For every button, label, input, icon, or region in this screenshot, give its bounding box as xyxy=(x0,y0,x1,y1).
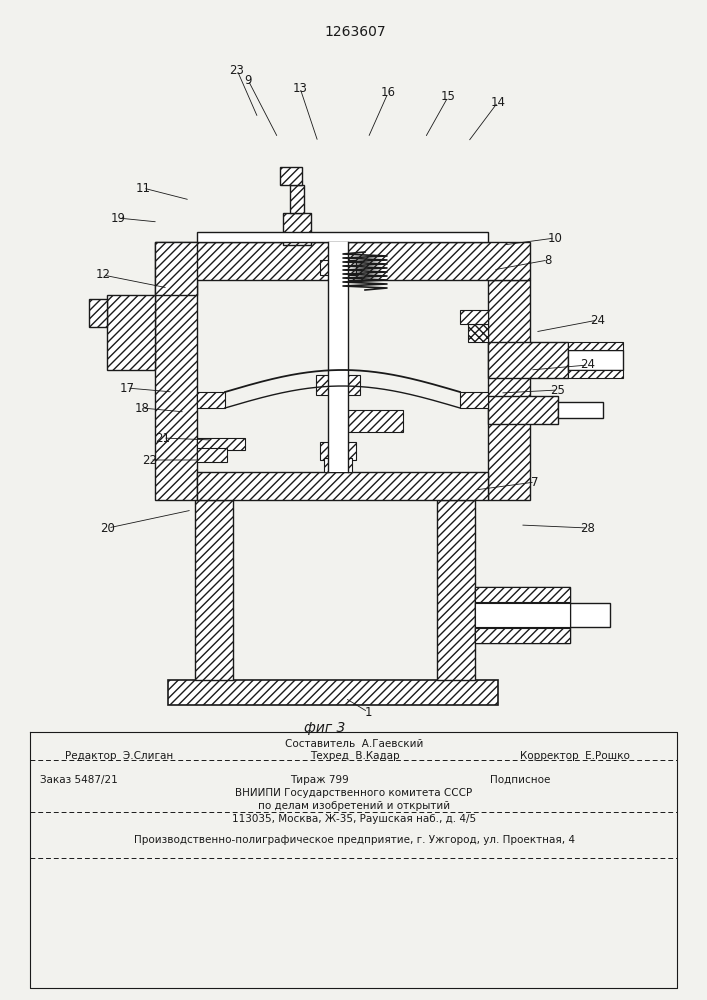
Text: фиг 3: фиг 3 xyxy=(304,721,346,735)
Bar xyxy=(280,167,302,185)
Bar xyxy=(197,472,488,500)
Bar xyxy=(155,242,197,295)
Text: Техред  В.Кадар: Техред В.Кадар xyxy=(310,751,399,761)
Bar xyxy=(468,324,488,342)
Bar xyxy=(460,392,488,408)
Text: 21: 21 xyxy=(156,432,170,444)
Bar xyxy=(348,410,403,432)
Text: 12: 12 xyxy=(95,268,110,282)
Text: 25: 25 xyxy=(551,383,566,396)
Text: 10: 10 xyxy=(547,232,563,244)
Text: 15: 15 xyxy=(440,91,455,104)
Text: Производственно-полиграфическое предприятие, г. Ужгород, ул. Проектная, 4: Производственно-полиграфическое предприя… xyxy=(134,835,575,845)
Text: 20: 20 xyxy=(100,522,115,534)
Text: 24: 24 xyxy=(580,359,595,371)
Bar xyxy=(197,232,488,242)
Bar xyxy=(488,342,568,378)
Bar xyxy=(197,392,225,408)
Bar xyxy=(568,350,623,370)
Bar xyxy=(283,213,311,245)
Bar xyxy=(155,280,197,500)
Bar xyxy=(290,185,304,213)
Bar xyxy=(570,603,610,627)
Text: Корректор  Е.Рошко: Корректор Е.Рошко xyxy=(520,751,630,761)
Bar xyxy=(488,280,530,500)
Text: Составитель  А.Гаевский: Составитель А.Гаевский xyxy=(285,739,423,749)
Bar xyxy=(568,370,623,378)
Text: 17: 17 xyxy=(119,381,134,394)
Text: 22: 22 xyxy=(143,454,158,466)
Text: Редактор  Э.Слиган: Редактор Э.Слиган xyxy=(65,751,173,761)
Bar xyxy=(89,299,107,327)
Bar xyxy=(568,342,623,350)
Bar xyxy=(488,396,558,424)
Bar xyxy=(328,242,348,472)
Bar xyxy=(320,260,356,275)
Bar xyxy=(155,242,530,280)
Bar xyxy=(475,628,570,643)
Bar xyxy=(324,458,352,472)
Bar xyxy=(197,448,227,462)
Text: 24: 24 xyxy=(590,314,605,326)
Text: 9: 9 xyxy=(244,74,252,87)
Bar xyxy=(320,442,356,460)
Bar xyxy=(195,500,233,680)
Bar xyxy=(475,587,570,602)
Text: по делам изобретений и открытий: по делам изобретений и открытий xyxy=(258,801,450,811)
Bar xyxy=(475,587,570,643)
Bar xyxy=(558,402,603,418)
Text: 11: 11 xyxy=(136,182,151,194)
Text: 19: 19 xyxy=(110,212,126,225)
Text: Тираж 799: Тираж 799 xyxy=(290,775,349,785)
Text: 7: 7 xyxy=(531,476,539,488)
Text: 1: 1 xyxy=(364,706,372,718)
Text: ВНИИПИ Государственного комитета СССР: ВНИИПИ Государственного комитета СССР xyxy=(235,788,472,798)
Text: 8: 8 xyxy=(544,253,551,266)
Bar xyxy=(107,295,155,370)
Text: 13: 13 xyxy=(293,82,308,95)
Bar xyxy=(197,438,245,450)
Bar xyxy=(475,603,570,627)
Text: Заказ 5487/21: Заказ 5487/21 xyxy=(40,775,118,785)
Text: 14: 14 xyxy=(491,96,506,108)
Text: 28: 28 xyxy=(580,522,595,534)
Bar xyxy=(316,375,360,395)
Bar xyxy=(460,310,488,324)
Bar xyxy=(437,500,475,680)
Bar xyxy=(168,680,498,705)
Text: 18: 18 xyxy=(134,401,149,414)
Text: 23: 23 xyxy=(230,64,245,77)
Text: 113035, Москва, Ж-35, Раушская наб., д. 4/5: 113035, Москва, Ж-35, Раушская наб., д. … xyxy=(232,814,476,824)
Text: 1263607: 1263607 xyxy=(325,25,386,39)
Text: 16: 16 xyxy=(380,87,395,100)
Text: Подписное: Подписное xyxy=(490,775,550,785)
